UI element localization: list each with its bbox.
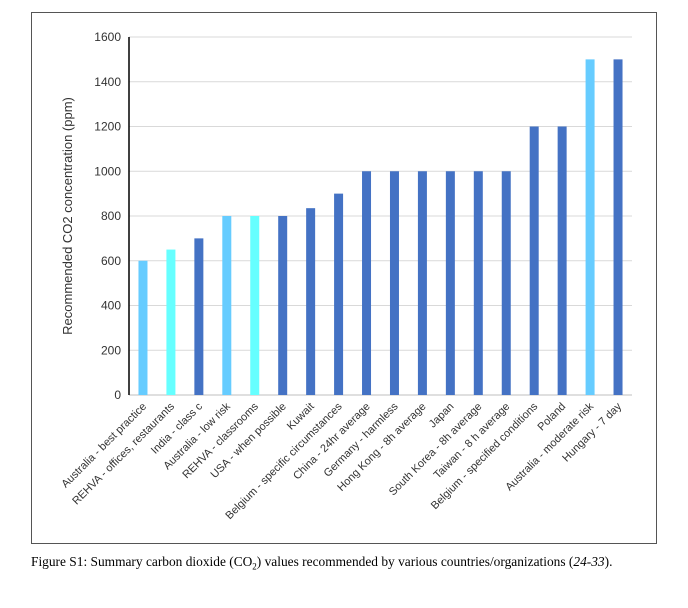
bar (417, 171, 427, 395)
y-tick-label: 200 (101, 343, 121, 357)
y-tick-label: 1400 (94, 75, 121, 89)
y-tick-label: 1000 (94, 164, 121, 178)
y-tick-label: 800 (101, 209, 121, 223)
caption-end: ). (604, 554, 613, 569)
bar (194, 238, 204, 395)
caption-subscript: 2 (252, 561, 257, 572)
caption-refs: 24-33 (573, 554, 605, 569)
y-axis-label: Recommended CO2 concentration (ppm) (60, 97, 75, 335)
figure-frame (31, 12, 657, 544)
y-tick-label: 1200 (94, 120, 121, 134)
bar (557, 126, 567, 395)
bar (166, 249, 176, 395)
bar (138, 260, 148, 395)
y-tick-label: 1600 (94, 30, 121, 44)
bar (529, 126, 539, 395)
bar (501, 171, 511, 395)
y-tick-label: 600 (101, 254, 121, 268)
figure-caption: Figure S1: Summary carbon dioxide (CO2) … (31, 553, 659, 576)
bar (585, 59, 595, 395)
bar (613, 59, 623, 395)
bar (445, 171, 455, 395)
y-tick-label: 0 (114, 388, 121, 402)
y-tick-label: 400 (101, 299, 121, 313)
bar (362, 171, 372, 395)
bar (222, 216, 232, 395)
bar (389, 171, 399, 395)
bar (334, 193, 344, 395)
bar (250, 216, 260, 395)
bar (473, 171, 483, 395)
bar (306, 208, 316, 395)
caption-text: Figure S1: Summary carbon dioxide (CO (31, 554, 253, 569)
bar (278, 216, 288, 395)
caption-text-2: ) values recommended by various countrie… (256, 554, 574, 569)
